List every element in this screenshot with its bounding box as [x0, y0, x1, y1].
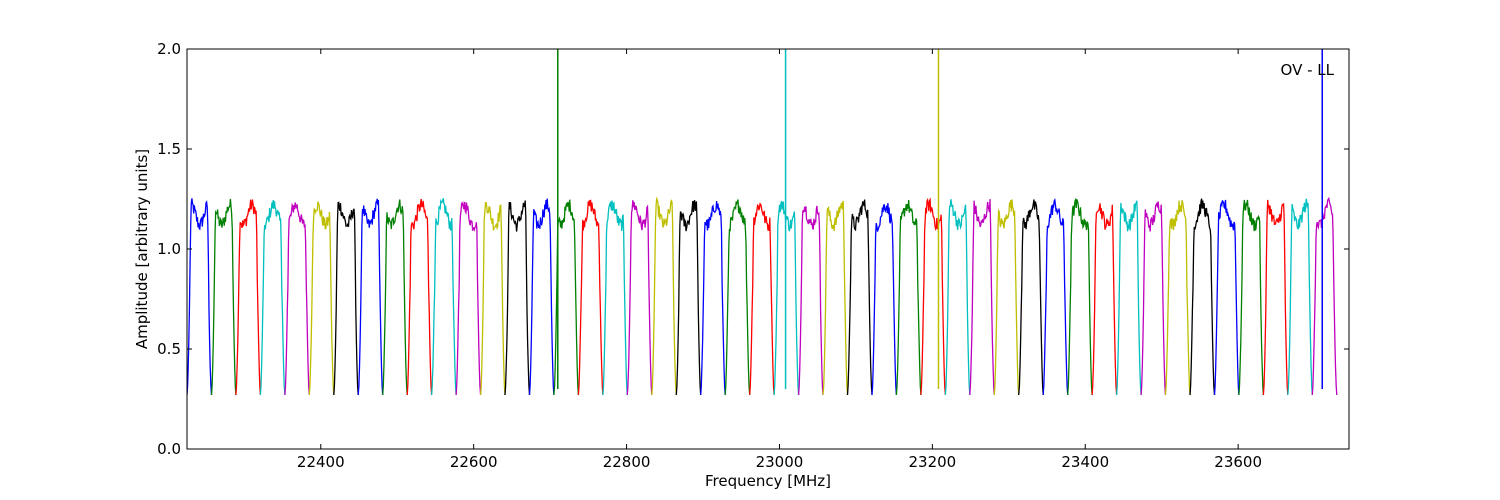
series-line [210, 198, 237, 396]
series-line [382, 199, 408, 396]
y-axis-label: Amplitude [arbitrary units] [133, 149, 151, 349]
series-line [259, 199, 286, 396]
x-tick-label: 23000 [756, 453, 804, 471]
series-line [822, 200, 849, 396]
series-line [1164, 200, 1191, 396]
series-line [1067, 197, 1093, 396]
series-line [333, 201, 359, 396]
series-line [1311, 196, 1338, 396]
series-layer [187, 196, 1338, 396]
series-line [1287, 198, 1313, 396]
series-line [675, 199, 702, 396]
series-line [577, 199, 604, 396]
series-line [1213, 199, 1240, 396]
series-line [797, 205, 824, 396]
series-line [187, 198, 213, 396]
series-line [504, 200, 531, 396]
y-tick-label: 2.0 [157, 40, 181, 58]
spike-layer [557, 49, 1323, 389]
series-line [700, 200, 726, 396]
series-line [1042, 197, 1069, 396]
series-line [528, 198, 555, 396]
series-line [993, 199, 1020, 396]
series-line [895, 200, 922, 396]
series-line [749, 202, 775, 396]
annotation-label: OV - LL [1281, 61, 1335, 79]
series-line [1115, 200, 1142, 396]
series-line [406, 198, 433, 396]
y-tick-label: 1.5 [157, 140, 181, 158]
x-tick-label: 23400 [1061, 453, 1109, 471]
x-tick-label: 23200 [909, 453, 957, 471]
x-tick-label: 22400 [297, 453, 345, 471]
x-tick-label: 23600 [1214, 453, 1262, 471]
x-tick-label: 22800 [603, 453, 651, 471]
x-tick-label: 22600 [450, 453, 498, 471]
series-line [724, 199, 751, 396]
series-line [651, 196, 677, 396]
series-line [1091, 203, 1118, 396]
series-line [1189, 198, 1216, 396]
series-line [1140, 201, 1167, 396]
series-line [235, 199, 262, 396]
series-line [602, 200, 628, 396]
y-tick-label: 0.0 [157, 440, 181, 458]
series-line [1238, 199, 1265, 396]
series-line [871, 203, 898, 396]
series-line [944, 199, 971, 396]
series-line [773, 200, 800, 396]
series-line [357, 198, 384, 396]
series-line [308, 201, 335, 396]
series-line [1262, 199, 1289, 396]
series-line [284, 202, 310, 396]
x-ticks: 22400 22600 22800 23000 23200 23400 23600 [297, 49, 1262, 471]
series-line [969, 199, 995, 396]
series-line [479, 201, 506, 396]
x-axis-label: Frequency [MHz] [705, 472, 831, 490]
series-line [626, 200, 653, 396]
series-line [846, 199, 873, 396]
series-line [455, 200, 482, 396]
series-line [1018, 199, 1044, 396]
y-ticks: 0.0 0.5 1.0 1.5 2.0 [157, 40, 1349, 458]
series-line [920, 197, 947, 396]
series-line [430, 198, 457, 396]
y-tick-label: 0.5 [157, 340, 181, 358]
y-tick-label: 1.0 [157, 240, 181, 258]
